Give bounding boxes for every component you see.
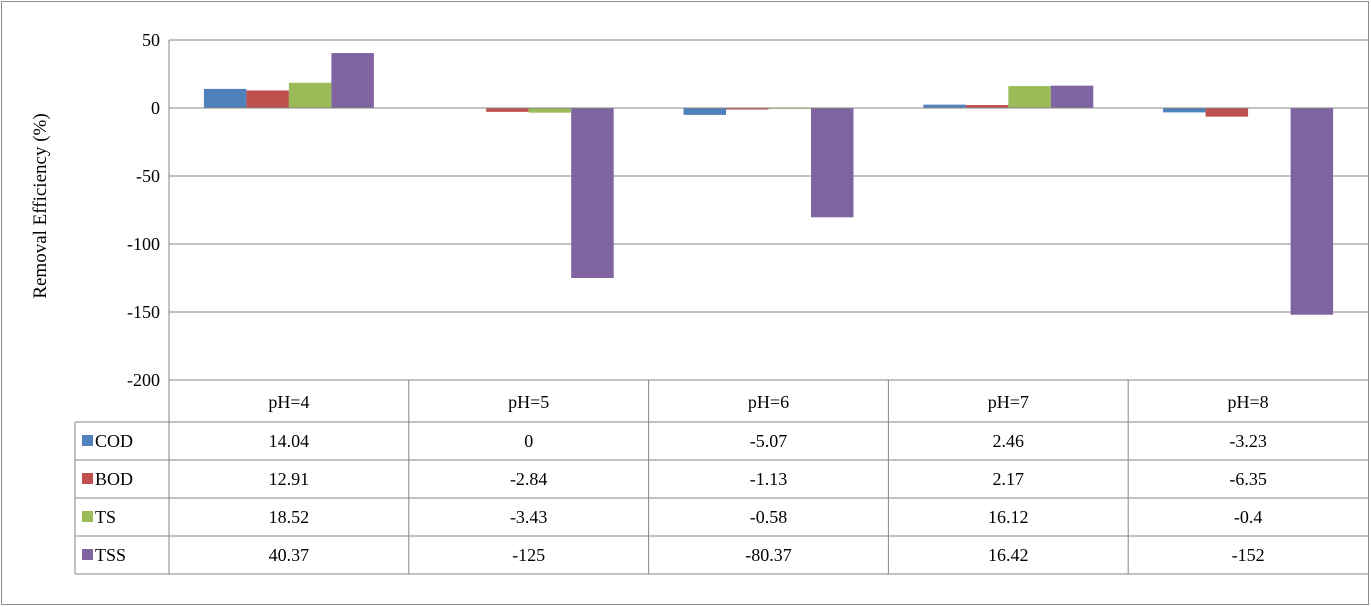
data-label: -3.23 — [1229, 431, 1267, 451]
legend-key-ts — [82, 511, 93, 522]
data-label: 40.37 — [269, 545, 310, 565]
series-name: TS — [95, 507, 116, 527]
bar-bod — [965, 105, 1009, 108]
data-label: 18.52 — [269, 507, 310, 527]
y-tick-label: 0 — [151, 98, 160, 118]
y-tick-label: -100 — [127, 234, 160, 254]
bar-cod — [923, 104, 966, 108]
bar-tss — [1290, 108, 1334, 315]
data-label: -0.4 — [1234, 507, 1263, 527]
bar-cod — [683, 108, 726, 115]
bar-bod — [726, 108, 769, 110]
bar-ts — [288, 82, 332, 108]
bar-ts — [1008, 86, 1051, 108]
bar-ts — [528, 108, 572, 113]
category-label: pH=4 — [268, 392, 309, 412]
bar-bod — [246, 90, 289, 108]
series-name: COD — [95, 431, 133, 451]
bar-bod — [1205, 108, 1249, 117]
bar-cod — [1163, 108, 1206, 113]
category-label: pH=7 — [988, 392, 1029, 412]
data-label: 0 — [524, 431, 533, 451]
data-label: 12.91 — [269, 469, 310, 489]
bar-tss — [331, 53, 374, 108]
category-label: pH=6 — [748, 392, 789, 412]
y-tick-label: -50 — [136, 166, 160, 186]
data-label: -80.37 — [745, 545, 792, 565]
data-label: -0.58 — [750, 507, 788, 527]
data-label: 2.17 — [993, 469, 1025, 489]
y-tick-label: -150 — [127, 302, 160, 322]
y-axis-title: Removal Efficiency (%) — [30, 113, 51, 298]
data-label: -5.07 — [750, 431, 788, 451]
series-name: BOD — [95, 469, 133, 489]
bar-tss — [811, 108, 854, 218]
data-label: -6.35 — [1229, 469, 1267, 489]
data-label: -125 — [512, 545, 545, 565]
bar-cod — [203, 88, 247, 108]
data-label: 16.42 — [988, 545, 1029, 565]
y-tick-label: 50 — [142, 30, 160, 50]
bar-tss — [571, 108, 614, 278]
legend-key-tss — [82, 549, 93, 560]
data-label: 14.04 — [269, 431, 310, 451]
category-label: pH=5 — [508, 392, 549, 412]
data-label: -1.13 — [750, 469, 788, 489]
legend-key-cod — [82, 435, 93, 446]
data-label: -3.43 — [510, 507, 548, 527]
bar-tss — [1050, 85, 1094, 108]
bar-bod — [486, 108, 529, 112]
data-label: 2.46 — [993, 431, 1025, 451]
y-tick-label: -200 — [127, 370, 160, 390]
legend-key-bod — [82, 473, 93, 484]
series-name: TSS — [95, 545, 126, 565]
data-label: -2.84 — [510, 469, 548, 489]
data-label: 16.12 — [988, 507, 1029, 527]
category-label: pH=8 — [1228, 392, 1269, 412]
data-label: -152 — [1232, 545, 1265, 565]
